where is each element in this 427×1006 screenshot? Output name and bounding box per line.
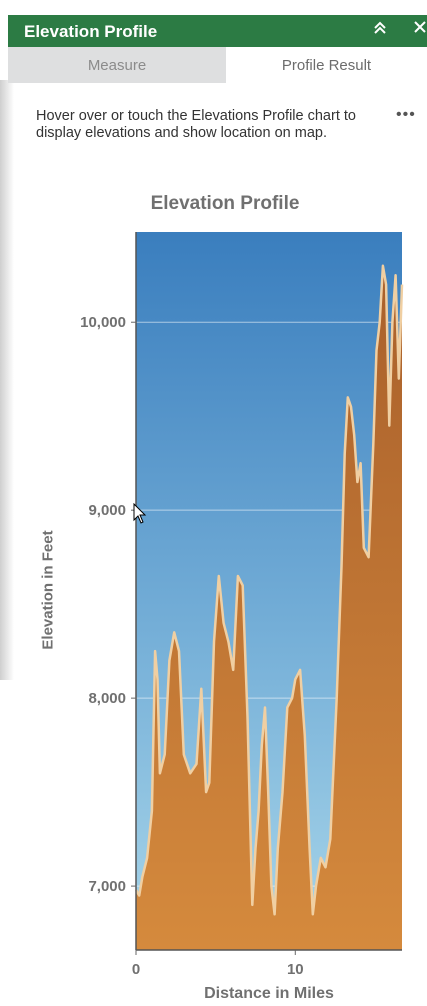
- panel-tabs: Measure Profile Result: [8, 47, 427, 83]
- map-edge-shadow: [0, 80, 14, 680]
- x-axis-label: Distance in Miles: [204, 985, 334, 1002]
- y-tick-label: 9,000: [88, 502, 126, 519]
- elevation-area: [136, 265, 402, 950]
- y-tick-label: 7,000: [88, 878, 126, 895]
- x-tick-label: 10: [287, 961, 304, 978]
- more-dots-icon[interactable]: •••: [396, 106, 416, 123]
- panel-header: Elevation Profile: [8, 15, 427, 47]
- instructions-text: Hover over or touch the Elevations Profi…: [36, 108, 356, 141]
- chevrons-up-icon[interactable]: [372, 20, 388, 41]
- y-tick-label: 10,000: [80, 314, 126, 331]
- tab-profile-result[interactable]: Profile Result: [226, 47, 427, 83]
- y-tick-label: 8,000: [88, 690, 126, 707]
- panel-title: Elevation Profile: [24, 22, 158, 41]
- close-icon[interactable]: [412, 19, 427, 41]
- elevation-chart[interactable]: 7,000 8,000 9,000 10,000 0 10: [0, 220, 427, 985]
- elevation-line: [134, 264, 404, 916]
- x-tick-label: 0: [132, 961, 140, 978]
- mouse-cursor-icon: [133, 503, 147, 524]
- tab-measure[interactable]: Measure: [8, 47, 226, 83]
- chart-title: Elevation Profile: [150, 193, 300, 214]
